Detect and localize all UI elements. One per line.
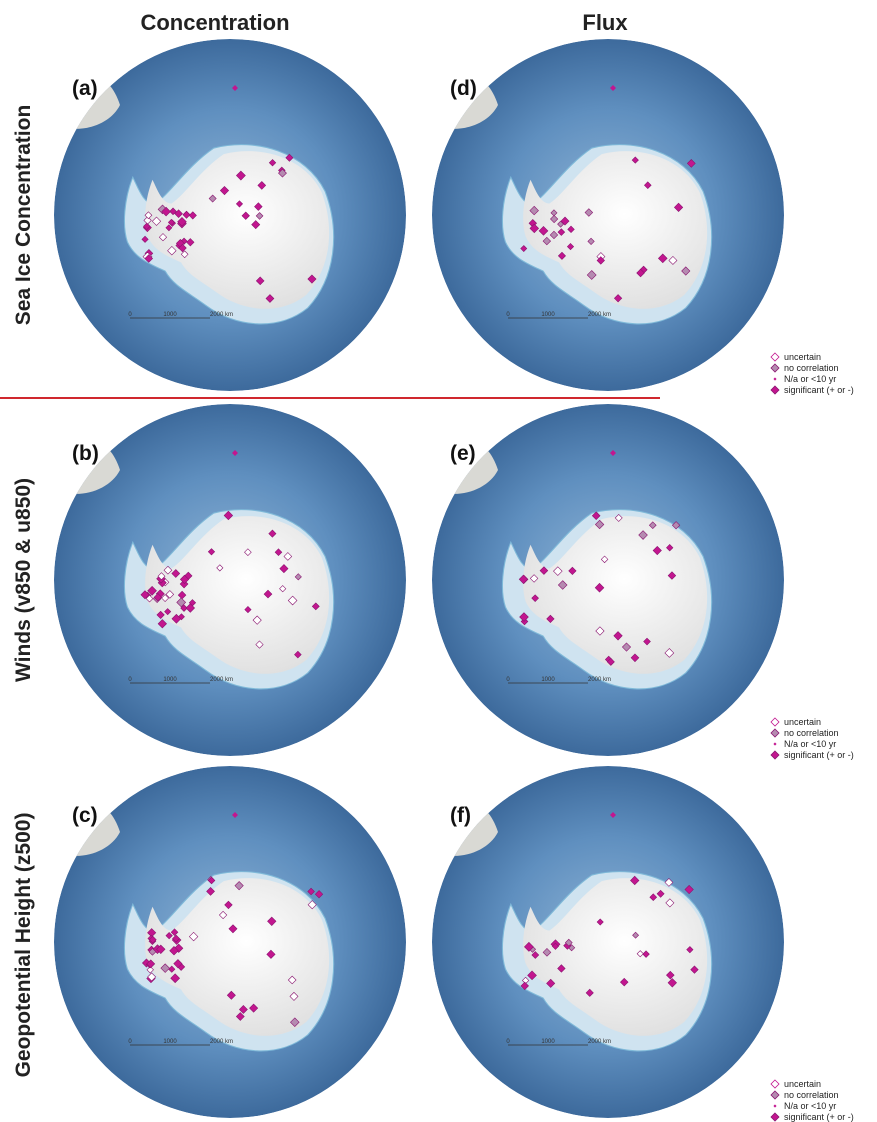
legend-label: uncertain [784,352,821,362]
scale-label: 2000 km [210,677,233,683]
scale-label: 1000 [541,1039,555,1045]
figure: Concentration Flux Sea Ice Concentration… [0,0,877,1122]
legend-label: N/a or <10 yr [784,739,836,749]
scale-label: 1000 [163,312,177,318]
legend-symbol [771,1080,779,1088]
legend-label: no correlation [784,728,839,738]
legend-symbol [771,1113,779,1121]
panel-label: (a) [72,77,98,100]
legend-label: N/a or <10 yr [784,1101,836,1111]
scale-label: 1000 [541,677,555,683]
scale-label: 1000 [163,1039,177,1045]
panel-label: (c) [72,804,98,827]
legend-symbol [771,386,779,394]
legend-symbol [771,364,779,372]
legend-label: N/a or <10 yr [784,374,836,384]
scale-label: 2000 km [210,1039,233,1045]
map-panel [432,766,784,1118]
legend-symbol [771,718,779,726]
legend-label: significant (+ or -) [784,385,854,395]
map [432,766,784,1118]
map [54,39,406,391]
panel-label: (f) [450,804,471,827]
legend-label: uncertain [784,1079,821,1089]
map-panel [432,404,784,756]
scale-label: 2000 km [210,312,233,318]
map-panel [54,404,406,756]
legend-symbol [774,378,776,380]
scale-label: 1000 [163,677,177,683]
map-panel [54,39,406,391]
legend-symbol [771,1091,779,1099]
legend-symbol [774,1105,776,1107]
legend-label: significant (+ or -) [784,1112,854,1122]
legend-label: no correlation [784,1090,839,1100]
legend-label: uncertain [784,717,821,727]
scale-label: 1000 [541,312,555,318]
map [432,39,784,391]
legend-symbol [771,729,779,737]
row-label: Sea Ice Concentration [12,105,35,326]
map [432,404,784,756]
column-header: Concentration [140,10,289,35]
map [54,766,406,1118]
map-panel [432,39,784,391]
scale-label: 2000 km [588,312,611,318]
map [54,404,406,756]
scale-label: 2000 km [588,1039,611,1045]
map-panel [54,766,406,1118]
column-header: Flux [582,10,628,35]
panel-label: (d) [450,77,477,100]
legend-symbol [774,743,776,745]
legend-label: significant (+ or -) [784,750,854,760]
legend-symbol [771,751,779,759]
legend-label: no correlation [784,363,839,373]
row-label: Winds (v850 & u850) [12,478,35,682]
scale-label: 2000 km [588,677,611,683]
panel-label: (b) [72,442,99,465]
legend-symbol [771,353,779,361]
panel-label: (e) [450,442,476,465]
row-label: Geopotential Height (z500) [12,813,35,1078]
